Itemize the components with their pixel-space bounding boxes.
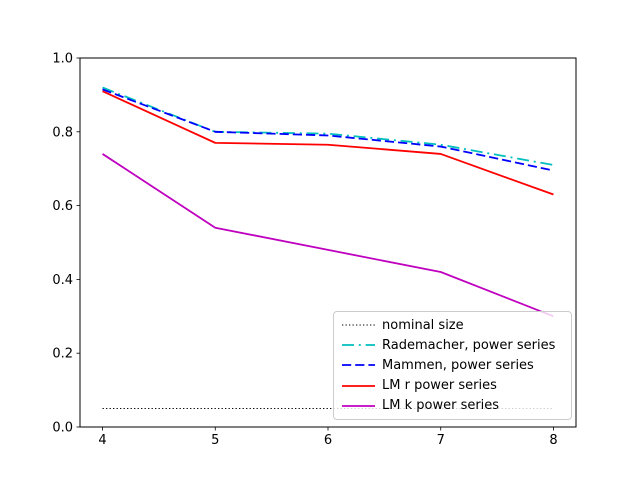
legend-line-sample — [342, 344, 375, 347]
legend-item-mammen-power-series: Mammen, power series — [342, 355, 571, 375]
y-tick-label: 1.0 — [52, 52, 73, 67]
legend-label: Mammen, power series — [382, 357, 534, 373]
legend-line-sample — [342, 364, 375, 367]
x-tick-label: 4 — [98, 433, 106, 448]
y-tick-label: 0.4 — [52, 273, 73, 288]
series-line-lm-r-power-series — [102, 90, 554, 196]
series-line-mammen-power-series — [102, 88, 554, 172]
series-line-lm-k-power-series — [102, 153, 554, 318]
y-tick-label: 0.2 — [52, 347, 73, 362]
legend-item-nominal-size: nominal size — [342, 315, 571, 335]
legend-item-lm-r-power-series: LM r power series — [342, 376, 571, 396]
legend-item-rademacher-power-series: Rademacher, power series — [342, 335, 571, 355]
legend-line-sample — [342, 384, 375, 387]
legend-line-sample — [342, 324, 375, 326]
legend-label: nominal size — [382, 317, 464, 333]
y-tick-label: 0.6 — [52, 199, 73, 214]
x-tick-label: 5 — [211, 433, 219, 448]
x-tick-label: 8 — [549, 433, 557, 448]
series-line-rademacher-power-series — [102, 86, 554, 166]
x-tick-label: 7 — [437, 433, 445, 448]
y-tick-label: 0.0 — [52, 421, 73, 436]
legend: nominal size Rademacher, power series Mamm… — [333, 311, 572, 420]
legend-line-sample — [342, 404, 375, 407]
legend-label: LM k power series — [382, 398, 500, 414]
legend-label: LM r power series — [382, 378, 497, 394]
legend-label: Rademacher, power series — [382, 337, 556, 353]
y-tick-label: 0.8 — [52, 125, 73, 140]
x-tick-label: 6 — [324, 433, 332, 448]
legend-item-lm-k-power-series: LM k power series — [342, 396, 571, 416]
